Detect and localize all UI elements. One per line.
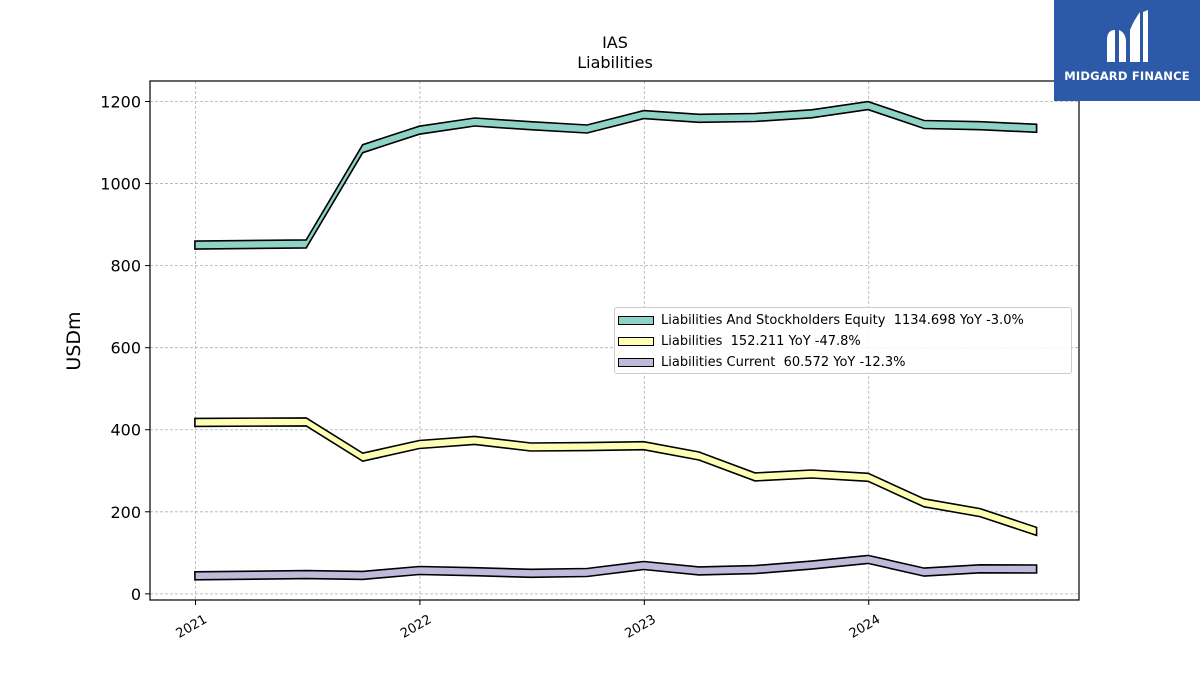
legend-label-equity: Liabilities And Stockholders Equity 1134…: [661, 312, 1024, 328]
series-layer: [194, 100, 1038, 581]
y-tick-label: 400: [110, 421, 141, 440]
y-tick-label: 800: [110, 257, 141, 276]
series-band-1: [194, 417, 1038, 537]
midgard-finance-logo: MIDGARD FINANCE: [1054, 0, 1200, 101]
plot-frame: [149, 80, 1080, 601]
legend-label-liabilities-current: Liabilities Current 60.572 YoY -12.3%: [661, 354, 906, 370]
series-band-2: [194, 554, 1038, 581]
legend-item-equity: Liabilities And Stockholders Equity 1134…: [618, 312, 1024, 328]
legend-swatch-liabilities: [618, 336, 654, 346]
grid: [150, 81, 1079, 600]
x-tick-label: 2022: [398, 612, 434, 642]
y-tick-label: 0: [131, 585, 141, 604]
legend-item-liabilities-current: Liabilities Current 60.572 YoY -12.3%: [618, 354, 905, 370]
chart-subtitle: Liabilities: [577, 53, 653, 72]
legend-label-liabilities: Liabilities 152.211 YoY -47.8%: [661, 333, 861, 349]
x-tick-label: 2023: [622, 612, 658, 642]
series-band-0: [194, 100, 1038, 250]
logo-mark-icon: [1107, 10, 1148, 62]
x-tick-label: 2021: [174, 612, 210, 642]
x-tick-label: 2024: [847, 612, 883, 642]
y-axis-label: USDm: [63, 311, 85, 370]
legend-swatch-equity: [618, 315, 654, 325]
legend: Liabilities And Stockholders Equity 1134…: [614, 307, 1072, 374]
legend-item-liabilities: Liabilities 152.211 YoY -47.8%: [618, 333, 861, 349]
legend-swatch-liabilities-current: [618, 357, 654, 367]
y-tick-label: 200: [110, 503, 141, 522]
logo-text: MIDGARD FINANCE: [1064, 69, 1190, 83]
chart-title: IAS: [602, 33, 628, 52]
y-tick-label: 600: [110, 339, 141, 358]
y-tick-label: 1000: [100, 175, 141, 194]
y-tick-label: 1200: [100, 93, 141, 112]
